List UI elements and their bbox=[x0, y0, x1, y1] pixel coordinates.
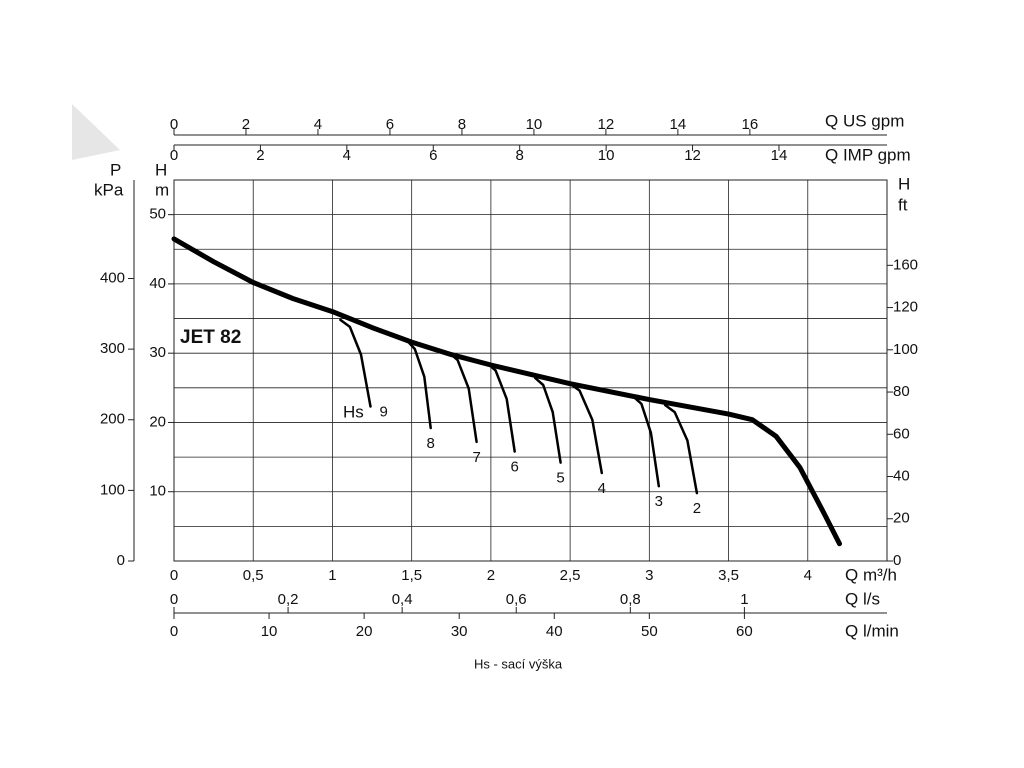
y-tick-label: 160 bbox=[893, 256, 918, 273]
x-tick-label: 12 bbox=[598, 116, 615, 133]
y-tick-label: 60 bbox=[893, 425, 910, 442]
x-tick-label: 6 bbox=[386, 116, 394, 133]
x-tick-label: 1 bbox=[740, 591, 748, 608]
caption: Hs - sací výška bbox=[474, 656, 563, 671]
x-tick-label: 0 bbox=[170, 623, 178, 640]
x-tick-label: 8 bbox=[516, 147, 524, 164]
x-tick-label: 2 bbox=[242, 116, 250, 133]
y-tick-label: 50 bbox=[149, 206, 166, 223]
x-tick-label: 6 bbox=[429, 147, 437, 164]
x-tick-label: 4 bbox=[804, 567, 812, 584]
y-tick-label: 100 bbox=[893, 341, 918, 358]
x-tick-label: 14 bbox=[670, 116, 687, 133]
x-tick-label: 14 bbox=[771, 147, 788, 164]
x-tick-label: 2 bbox=[487, 567, 495, 584]
y-axis-title: P bbox=[110, 160, 121, 179]
x-tick-label: 16 bbox=[742, 116, 759, 133]
x-axis-title: Q IMP gpm bbox=[825, 145, 911, 164]
suction-curve bbox=[632, 395, 661, 488]
curve-label: 3 bbox=[655, 493, 663, 510]
x-axis-title: Q l/min bbox=[845, 621, 899, 640]
x-tick-label: 4 bbox=[314, 116, 322, 133]
suction-curve bbox=[663, 403, 699, 495]
y-tick-label: 200 bbox=[100, 411, 125, 428]
x-tick-label: 1 bbox=[328, 567, 336, 584]
x-tick-label: 20 bbox=[356, 623, 373, 640]
x-tick-label: 0,5 bbox=[243, 567, 264, 584]
x-tick-label: 60 bbox=[736, 623, 753, 640]
curve-label: 6 bbox=[510, 459, 518, 476]
y-axis-unit: ft bbox=[898, 195, 908, 214]
x-axis-title: Q m³/h bbox=[845, 565, 897, 584]
x-tick-label: 10 bbox=[261, 623, 278, 640]
x-tick-label: 4 bbox=[343, 147, 351, 164]
y-tick-label: 0 bbox=[117, 552, 125, 569]
y-tick-label: 20 bbox=[893, 510, 910, 527]
y-axis-unit: m bbox=[155, 180, 169, 199]
curve-label: 7 bbox=[472, 449, 480, 466]
x-tick-label: 2 bbox=[256, 147, 264, 164]
y-tick-label: 10 bbox=[149, 483, 166, 500]
curve-label: 2 bbox=[693, 500, 701, 517]
suction-curve bbox=[534, 376, 562, 464]
y-tick-label: 20 bbox=[149, 413, 166, 430]
x-tick-label: 0 bbox=[170, 116, 178, 133]
x-tick-label: 0 bbox=[170, 567, 178, 584]
x-tick-label: 3,5 bbox=[718, 567, 739, 584]
x-tick-label: 40 bbox=[546, 623, 563, 640]
y-tick-label: 120 bbox=[893, 299, 918, 316]
y-tick-label: 400 bbox=[100, 269, 125, 286]
x-tick-label: 0,6 bbox=[506, 591, 527, 608]
x-tick-label: 12 bbox=[684, 147, 701, 164]
y-tick-label: 0 bbox=[893, 552, 901, 569]
plot-frame bbox=[173, 179, 888, 562]
curve-label: 9 bbox=[379, 403, 387, 420]
x-tick-label: 50 bbox=[641, 623, 658, 640]
suction-curve bbox=[339, 318, 372, 408]
y-axis-title: H bbox=[155, 160, 167, 179]
suction-curve bbox=[407, 340, 432, 430]
y-tick-label: 40 bbox=[893, 467, 910, 484]
suction-label: Hs bbox=[343, 402, 364, 421]
y-axis-title: H bbox=[898, 174, 910, 193]
x-tick-label: 30 bbox=[451, 623, 468, 640]
x-tick-label: 0,4 bbox=[392, 591, 413, 608]
decoration bbox=[72, 104, 120, 160]
x-tick-label: 1,5 bbox=[401, 567, 422, 584]
y-tick-label: 300 bbox=[100, 340, 125, 357]
x-tick-label: 8 bbox=[458, 116, 466, 133]
x-tick-label: 10 bbox=[598, 147, 615, 164]
x-tick-label: 0 bbox=[170, 147, 178, 164]
suction-curve bbox=[486, 362, 516, 453]
x-tick-label: 0,8 bbox=[620, 591, 641, 608]
y-tick-label: 100 bbox=[100, 481, 125, 498]
y-tick-label: 40 bbox=[149, 275, 166, 292]
x-tick-label: 0 bbox=[170, 591, 178, 608]
pump-curve bbox=[171, 236, 842, 547]
curve-label: 5 bbox=[556, 470, 564, 487]
x-tick-label: 10 bbox=[526, 116, 543, 133]
suction-curve bbox=[568, 382, 604, 475]
y-tick-label: 30 bbox=[149, 344, 166, 361]
pump-label: JET 82 bbox=[180, 327, 241, 348]
x-axis-title: Q l/s bbox=[845, 589, 880, 608]
suction-curve bbox=[448, 351, 478, 444]
x-axis-title: Q US gpm bbox=[825, 111, 904, 130]
x-tick-label: 0,2 bbox=[278, 591, 299, 608]
curve-label: 8 bbox=[427, 435, 435, 452]
x-tick-label: 3 bbox=[645, 567, 653, 584]
x-tick-label: 2,5 bbox=[560, 567, 581, 584]
y-tick-label: 80 bbox=[893, 383, 910, 400]
y-axis-unit: kPa bbox=[94, 180, 124, 199]
curve-label: 4 bbox=[598, 480, 606, 497]
